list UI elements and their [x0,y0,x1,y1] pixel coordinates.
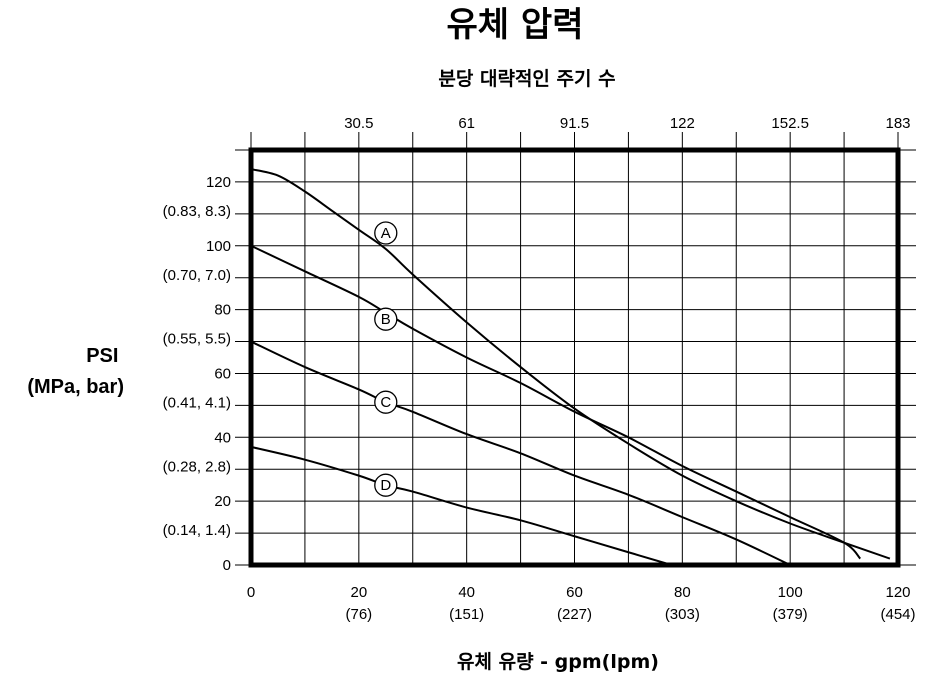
top-tick-label: 122 [670,115,695,132]
curve-label-b: B [381,311,391,328]
y-tick-sublabel: (0.28, 2.8) [163,458,231,475]
x-axis-title: 유체 유량 - gpm(lpm) [457,651,659,673]
curve-d [250,445,672,566]
top-tick-label: 61 [458,115,475,132]
x-tick-label: 120 [885,584,910,601]
curve-c [250,340,791,566]
pressure-curves: A B C D [250,168,891,566]
x-tick-sublabel: (76) [345,606,372,623]
y-tick-label: 100 [206,238,231,255]
curve-label-a: A [381,225,391,242]
y-axis-title: PSI (MPa, bar) [27,345,124,398]
y-axis-title-line2: (MPa, bar) [27,376,124,398]
curve-b [250,244,862,560]
top-axis-title: 분당 대략적인 주기 수 [438,68,615,90]
x-tick-label: 80 [674,584,691,601]
curve-marker-a [374,221,398,245]
y-axis-title-line1: PSI [86,345,118,367]
x-tick-label: 40 [458,584,475,601]
x-tick-sublabel: (151) [449,606,484,623]
axis-ticks: 0 20 (76) 40 (151) 60 (227) 80 (303) 100 (379) 120 (… [163,115,916,623]
curve-a [250,168,891,560]
curve-marker-d [374,473,398,497]
y-tick-label: 0 [223,557,231,574]
x-tick-label: 100 [778,584,803,601]
top-tick-label: 91.5 [560,115,589,132]
top-tick-label: 152.5 [771,115,809,132]
chart-title: 유체 압력 [447,5,584,45]
plot-frame [248,147,901,568]
top-tick-label: 183 [885,115,910,132]
y-tick-sublabel: (0.41, 4.1) [163,394,231,411]
y-tick-sublabel: (0.55, 5.5) [163,331,231,348]
x-tick-label: 0 [247,584,255,601]
x-tick-sublabel: (379) [773,606,808,623]
x-tick-label: 20 [350,584,367,601]
y-tick-sublabel: (0.70, 7.0) [163,267,231,284]
x-tick-sublabel: (227) [557,606,592,623]
y-tick-label: 80 [214,302,231,319]
x-tick-sublabel: (454) [880,606,915,623]
curve-marker-c [374,390,398,414]
curve-label-c: C [380,394,391,411]
y-tick-label: 120 [206,174,231,191]
x-tick-label: 60 [566,584,583,601]
y-tick-label: 40 [214,429,231,446]
x-tick-sublabel: (303) [665,606,700,623]
curve-label-d: D [380,477,391,494]
grid-lines [235,132,916,566]
y-tick-sublabel: (0.14, 1.4) [163,522,231,539]
y-tick-label: 20 [214,493,231,510]
y-tick-label: 60 [214,365,231,382]
top-tick-label: 30.5 [344,115,373,132]
y-tick-sublabel: (0.83, 8.3) [163,203,231,220]
curve-marker-b [374,307,398,331]
